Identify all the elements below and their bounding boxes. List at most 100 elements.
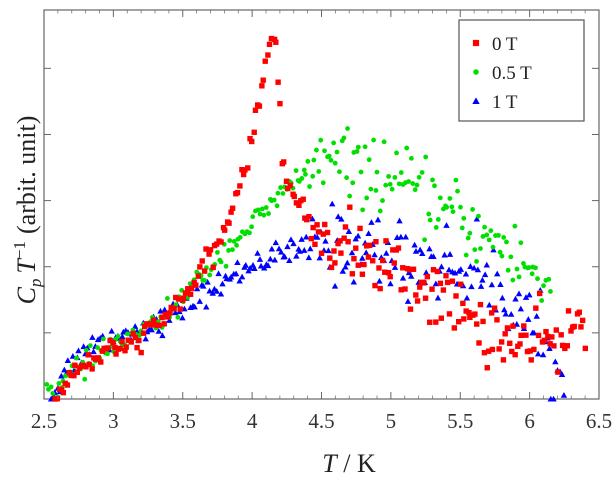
data-point (546, 345, 553, 352)
data-point (227, 238, 233, 243)
data-point (188, 285, 195, 291)
data-point (365, 254, 372, 260)
data-point (275, 245, 283, 252)
data-point (546, 276, 552, 282)
data-point (474, 321, 480, 327)
data-point (486, 301, 493, 308)
data-point (445, 266, 453, 273)
data-point (576, 309, 583, 315)
data-point (461, 316, 467, 322)
data-point (173, 294, 179, 301)
data-point (518, 332, 524, 339)
data-point (64, 357, 72, 364)
data-point (474, 266, 482, 273)
data-point (541, 283, 546, 289)
series-0-5-t (44, 126, 553, 401)
data-point (226, 247, 231, 253)
data-point (497, 249, 503, 255)
data-point (412, 187, 418, 193)
data-point (512, 351, 518, 358)
data-point (429, 286, 435, 292)
data-point (362, 249, 370, 256)
data-point (83, 347, 89, 353)
data-point (74, 355, 79, 361)
data-point (351, 255, 357, 262)
x-tick-label: 4 (247, 409, 258, 433)
data-point (259, 206, 265, 212)
data-point (455, 188, 460, 194)
data-point (341, 235, 347, 241)
x-axis-label: T / K (322, 449, 376, 478)
data-point (242, 262, 249, 268)
data-point (387, 273, 393, 280)
data-point (548, 289, 553, 294)
data-point (108, 327, 115, 334)
data-point (539, 298, 545, 303)
data-point (406, 179, 411, 184)
data-point (155, 327, 162, 334)
data-point (226, 220, 232, 226)
data-point (521, 260, 526, 266)
x-axis-label-var: T (322, 449, 338, 478)
data-point (207, 247, 214, 253)
data-point (354, 232, 362, 239)
data-point (221, 227, 228, 233)
data-point (230, 247, 235, 253)
data-point (360, 207, 366, 213)
data-point (331, 282, 339, 289)
data-point (271, 197, 277, 203)
data-point (272, 239, 279, 246)
data-point (206, 287, 213, 294)
data-point (287, 182, 293, 189)
data-point (426, 211, 432, 217)
data-point (419, 170, 425, 175)
x-tick-label: 2.5 (31, 409, 57, 433)
data-point (312, 241, 318, 248)
data-point (345, 126, 350, 131)
data-point (306, 213, 312, 220)
data-point (474, 259, 479, 264)
data-point (426, 245, 433, 252)
data-point (447, 196, 453, 201)
data-point (398, 287, 404, 293)
data-point (528, 357, 534, 363)
data-point (504, 325, 511, 331)
data-point (249, 224, 254, 230)
data-point (281, 253, 288, 260)
data-point (466, 309, 472, 316)
ticks-layer (43, 10, 600, 399)
data-point (322, 148, 327, 154)
data-point (527, 348, 533, 354)
data-point (229, 205, 236, 211)
data-point (344, 175, 350, 181)
data-point (362, 144, 368, 150)
data-point (494, 270, 501, 277)
data-point (444, 204, 450, 210)
data-point (280, 191, 286, 196)
data-point (251, 129, 257, 135)
data-point (207, 272, 213, 278)
data-point (255, 207, 261, 213)
data-point (48, 384, 54, 390)
data-point (470, 207, 475, 212)
data-point (518, 240, 524, 246)
data-point (274, 203, 280, 209)
data-point (350, 278, 357, 285)
data-point (275, 79, 281, 85)
data-point (476, 213, 481, 219)
data-point (410, 266, 417, 272)
data-point (486, 237, 492, 243)
x-tick-label: 5.5 (447, 409, 473, 433)
data-point (119, 338, 125, 345)
data-point (310, 173, 316, 179)
data-point (402, 286, 408, 292)
data-point (462, 270, 470, 277)
data-point (334, 213, 342, 220)
data-point (95, 355, 101, 361)
data-point (363, 243, 370, 249)
data-point (417, 284, 423, 290)
data-point (510, 323, 516, 329)
data-point (407, 306, 414, 312)
data-point (202, 278, 208, 283)
data-point (257, 262, 265, 269)
